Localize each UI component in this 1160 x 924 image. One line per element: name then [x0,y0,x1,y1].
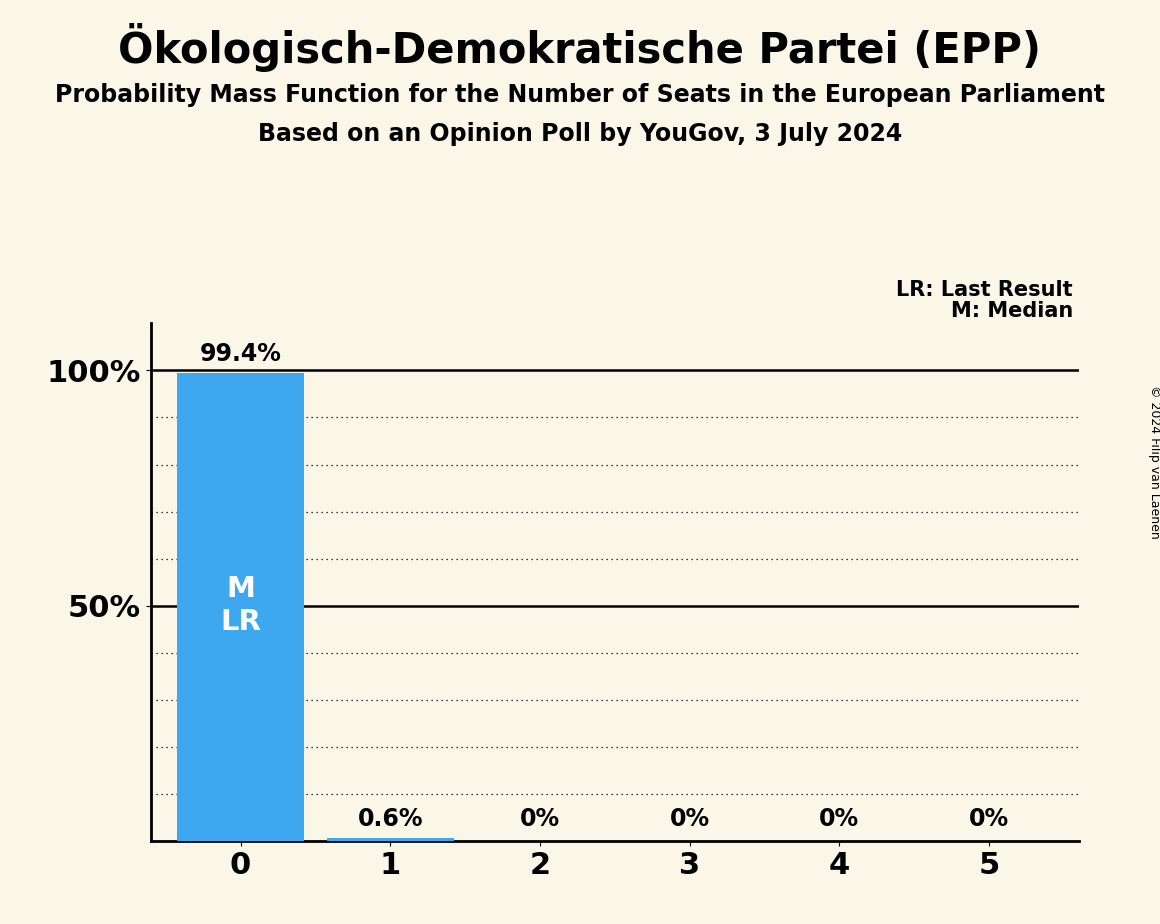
Text: Ökologisch-Demokratische Partei (EPP): Ökologisch-Demokratische Partei (EPP) [118,23,1042,72]
Text: Based on an Opinion Poll by YouGov, 3 July 2024: Based on an Opinion Poll by YouGov, 3 Ju… [258,122,902,146]
Text: LR: Last Result: LR: Last Result [897,280,1073,300]
Text: 0%: 0% [819,808,860,832]
Text: M: Median: M: Median [951,300,1073,321]
Text: 0.6%: 0.6% [357,807,423,831]
Text: 0%: 0% [669,808,710,832]
Text: 0%: 0% [520,808,560,832]
Text: M
LR: M LR [220,576,261,636]
Text: 99.4%: 99.4% [200,342,282,366]
Text: Probability Mass Function for the Number of Seats in the European Parliament: Probability Mass Function for the Number… [55,83,1105,107]
Bar [327,838,454,841]
Text: © 2024 Filip van Laenen: © 2024 Filip van Laenen [1147,385,1160,539]
Bar [177,373,304,841]
Text: 0%: 0% [969,808,1009,832]
